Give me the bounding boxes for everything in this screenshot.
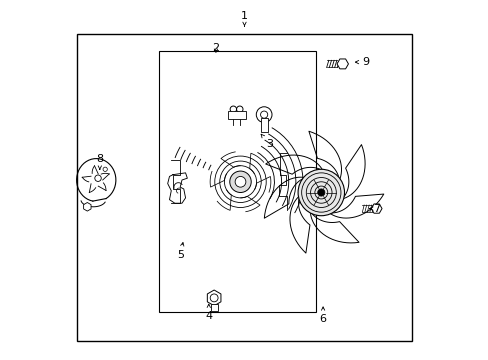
Text: 3: 3 [261,134,272,149]
Circle shape [256,107,271,122]
Circle shape [317,189,324,196]
Bar [159,51,315,312]
Circle shape [235,176,245,187]
Circle shape [210,294,218,302]
Circle shape [103,167,107,171]
Text: 9: 9 [355,57,369,67]
Bar [260,118,267,132]
Bar [227,111,245,118]
Circle shape [298,169,344,216]
Text: 6: 6 [319,307,326,324]
Bar [210,304,217,311]
Text: 4: 4 [205,304,212,321]
Text: 7: 7 [369,203,380,213]
Circle shape [229,171,251,193]
Text: 8: 8 [96,154,103,169]
Bar [77,33,411,341]
Circle shape [95,175,101,181]
Text: 5: 5 [176,243,183,260]
Text: 1: 1 [241,11,247,26]
Circle shape [260,111,267,118]
Text: 2: 2 [212,43,219,53]
